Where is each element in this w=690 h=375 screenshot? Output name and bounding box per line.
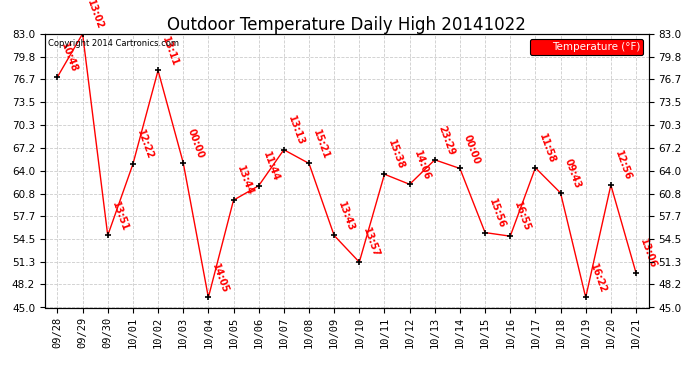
- Text: 15:56: 15:56: [487, 197, 507, 230]
- Text: 14:06: 14:06: [412, 149, 432, 182]
- Text: 00:00: 00:00: [185, 127, 205, 160]
- Text: 16:22: 16:22: [588, 262, 608, 294]
- Text: 13:51: 13:51: [110, 200, 130, 232]
- Text: 13:13: 13:13: [286, 114, 306, 147]
- Text: 11:44: 11:44: [261, 150, 281, 183]
- Text: Copyright 2014 Cartronics.com: Copyright 2014 Cartronics.com: [48, 39, 179, 48]
- Text: 13:11: 13:11: [160, 35, 180, 68]
- Text: 14:05: 14:05: [210, 262, 230, 294]
- Legend: Temperature (°F): Temperature (°F): [530, 39, 643, 55]
- Text: 16:55: 16:55: [512, 201, 532, 233]
- Text: 13:57: 13:57: [362, 226, 382, 259]
- Text: 13:06: 13:06: [638, 237, 658, 270]
- Text: 13:43: 13:43: [336, 200, 356, 232]
- Text: 09:43: 09:43: [562, 158, 582, 190]
- Text: 11:58: 11:58: [538, 132, 558, 165]
- Title: Outdoor Temperature Daily High 20141022: Outdoor Temperature Daily High 20141022: [167, 16, 526, 34]
- Text: 13:02: 13:02: [85, 0, 105, 31]
- Text: 12:56: 12:56: [613, 150, 633, 182]
- Text: 10:48: 10:48: [59, 41, 79, 74]
- Text: 13:44: 13:44: [235, 165, 255, 197]
- Text: 12:22: 12:22: [135, 129, 155, 161]
- Text: 15:21: 15:21: [311, 128, 331, 160]
- Text: 15:38: 15:38: [386, 139, 406, 171]
- Text: 00:00: 00:00: [462, 133, 482, 166]
- Text: 23:29: 23:29: [437, 124, 457, 157]
